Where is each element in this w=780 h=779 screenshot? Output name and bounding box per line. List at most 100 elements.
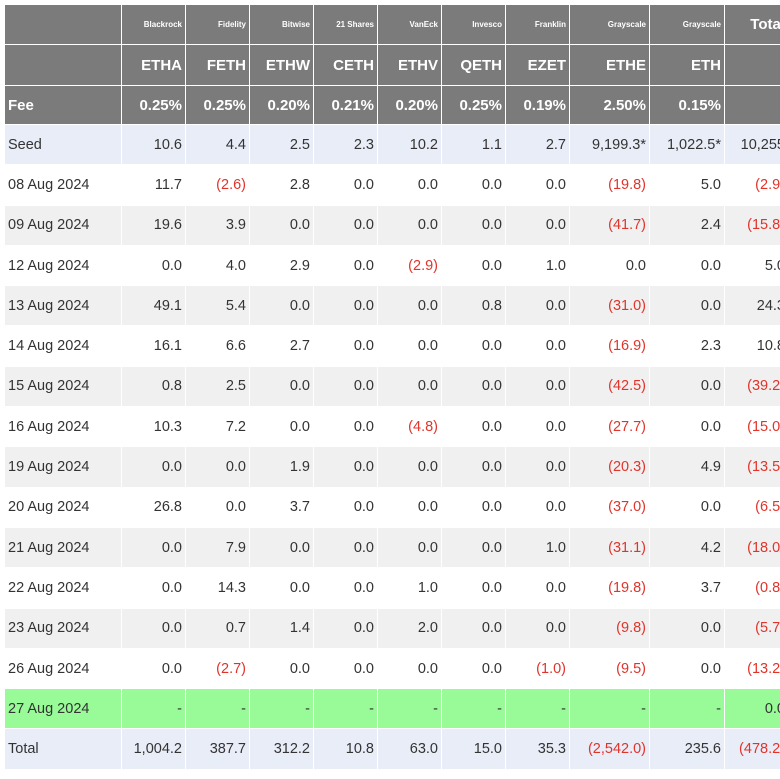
table-cell: 0.0 [505, 607, 570, 649]
fee-cell: 0.21% [313, 85, 378, 125]
table-cell: - [377, 688, 442, 730]
table-cell: 0.0 [441, 244, 506, 287]
row-label: Seed [4, 123, 122, 166]
table-cell: 0.0 [441, 365, 506, 408]
row-total-cell: (18.0) [724, 526, 780, 569]
row-total-cell: 24.3 [724, 285, 780, 327]
table-cell: - [649, 688, 725, 730]
row-label: 14 Aug 2024 [4, 325, 122, 367]
ticker-cell: ETHW [249, 44, 314, 86]
ticker-cell: ETHE [569, 44, 650, 86]
table-cell: 1.1 [441, 123, 506, 166]
fee-row: Fee 0.25% 0.25% 0.20% 0.21% 0.20% 0.25% … [4, 85, 780, 125]
table-cell: 0.0 [249, 285, 314, 327]
ticker-cell: QETH [441, 44, 506, 86]
table-cell: 0.0 [569, 244, 650, 287]
table-cell: 0.0 [121, 567, 186, 609]
table-cell: 0.0 [121, 446, 186, 488]
fee-cell: 2.50% [569, 85, 650, 125]
table-cell: 0.0 [441, 446, 506, 488]
row-label: 12 Aug 2024 [4, 244, 122, 287]
table-cell: (42.5) [569, 365, 650, 408]
table-body: Seed 10.6 4.4 2.5 2.3 10.2 1.1 2.7 9,199.3* 1,022… [4, 123, 780, 770]
table-cell: 3.7 [649, 567, 725, 609]
ticker-cell: ETHV [377, 44, 442, 86]
table-cell: 2.8 [249, 164, 314, 206]
table-cell: 1.0 [377, 567, 442, 609]
table-cell: 0.0 [505, 365, 570, 408]
table-cell: 0.0 [313, 204, 378, 246]
table-cell: 2.9 [249, 244, 314, 287]
table-cell: 0.0 [313, 647, 378, 690]
table-cell: (31.1) [569, 526, 650, 569]
table-cell: 0.0 [441, 204, 506, 246]
issuer-cell: Bitwise [249, 4, 314, 45]
table-cell: 2.7 [505, 123, 570, 166]
table-cell: 5.0 [649, 164, 725, 206]
table-cell: 0.0 [377, 647, 442, 690]
table-cell: (9.5) [569, 647, 650, 690]
table-cell: - [313, 688, 378, 730]
table-cell: 0.7 [185, 607, 250, 649]
table-cell: 312.2 [249, 728, 314, 770]
table-row: 23 Aug 2024 0.0 0.7 1.4 0.0 2.0 0.0 0.0 (9.8) 0.0… [4, 607, 780, 649]
table-row: 09 Aug 2024 19.6 3.9 0.0 0.0 0.0 0.0 0.0 (41.7) 2… [4, 204, 780, 246]
table-row: 14 Aug 2024 16.1 6.6 2.7 0.0 0.0 0.0 0.0 (16.9) 2… [4, 325, 780, 367]
table-cell: (41.7) [569, 204, 650, 246]
table-cell: 16.1 [121, 325, 186, 367]
eth-etf-flows-table: Blackrock Fidelity Bitwise 21 Shares Van… [4, 4, 780, 770]
table-cell: 0.0 [313, 567, 378, 609]
table-cell: (16.9) [569, 325, 650, 367]
table-cell: 0.0 [313, 526, 378, 569]
table-cell: 15.0 [441, 728, 506, 770]
table-cell: 0.8 [121, 365, 186, 408]
table-cell: 4.0 [185, 244, 250, 287]
table-row: 20 Aug 2024 26.8 0.0 3.7 0.0 0.0 0.0 0.0 (37.0) 0… [4, 486, 780, 528]
table-cell: (4.8) [377, 406, 442, 448]
issuer-row: Blackrock Fidelity Bitwise 21 Shares Van… [4, 4, 780, 45]
table-cell: 0.0 [441, 647, 506, 690]
ticker-corner-cell [4, 44, 122, 86]
table-cell: - [249, 688, 314, 730]
table-cell: 4.4 [185, 123, 250, 166]
table-cell: 0.0 [377, 204, 442, 246]
table-cell: 1,022.5* [649, 123, 725, 166]
table-cell: - [569, 688, 650, 730]
row-label: 08 Aug 2024 [4, 164, 122, 206]
table-cell: 2.0 [377, 607, 442, 649]
table-cell: 2.5 [185, 365, 250, 408]
row-total-cell: (0.8) [724, 567, 780, 609]
table-cell: - [185, 688, 250, 730]
row-total-cell: 0.0 [724, 688, 780, 730]
table-cell: 0.0 [649, 607, 725, 649]
table-cell: 1.0 [505, 526, 570, 569]
table-cell: 0.0 [441, 486, 506, 528]
table-cell: 0.0 [313, 244, 378, 287]
table-cell: 5.4 [185, 285, 250, 327]
ticker-row: ETHA FETH ETHW CETH ETHV QETH EZET ETHE … [4, 44, 780, 86]
table-cell: 10.2 [377, 123, 442, 166]
table-cell: 0.0 [441, 406, 506, 448]
table-cell: 0.0 [249, 365, 314, 408]
row-total-cell: 10.8 [724, 325, 780, 367]
row-label: 21 Aug 2024 [4, 526, 122, 569]
row-label: 20 Aug 2024 [4, 486, 122, 528]
table-cell: 1.4 [249, 607, 314, 649]
row-label: 13 Aug 2024 [4, 285, 122, 327]
row-total-cell: (478.2) [724, 728, 780, 770]
table-cell: (19.8) [569, 567, 650, 609]
table-cell: (31.0) [569, 285, 650, 327]
table-header: Blackrock Fidelity Bitwise 21 Shares Van… [4, 4, 780, 125]
table-cell: 0.0 [649, 647, 725, 690]
table-cell: 2.7 [249, 325, 314, 367]
table-cell: 0.0 [313, 446, 378, 488]
total-column-header: Total [724, 4, 780, 45]
fee-cell: 0.25% [185, 85, 250, 125]
ticker-cell: FETH [185, 44, 250, 86]
table-cell: 0.0 [505, 204, 570, 246]
table-cell: (27.7) [569, 406, 650, 448]
fee-cell: 0.19% [505, 85, 570, 125]
row-total-cell: (13.2) [724, 647, 780, 690]
table-row: 21 Aug 2024 0.0 7.9 0.0 0.0 0.0 0.0 1.0 (31.1) 4.… [4, 526, 780, 569]
